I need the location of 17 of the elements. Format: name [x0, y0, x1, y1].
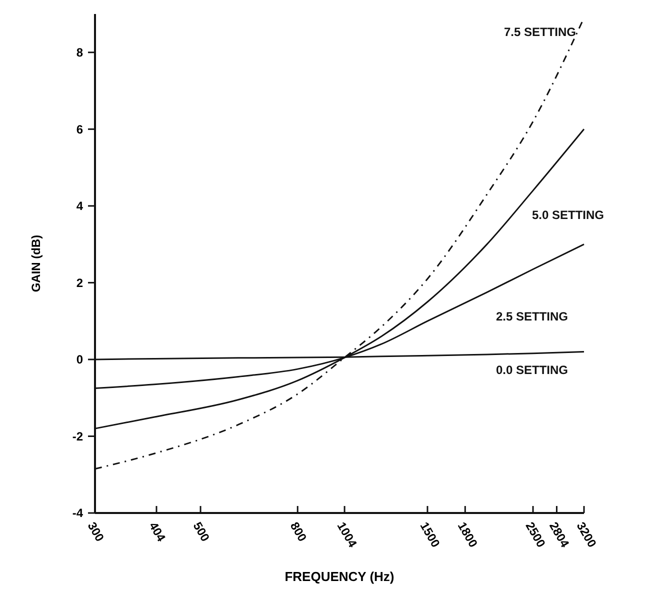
y-tick-label: 0	[76, 352, 84, 367]
y-axis-title: GAIN (dB)	[29, 234, 43, 292]
x-tick-label: 404	[146, 520, 169, 544]
y-tick-label: 6	[76, 122, 84, 136]
x-tick-label: 500	[190, 520, 213, 544]
series-label: 7.5 SETTING	[504, 24, 576, 39]
series-label: 2.5 SETTING	[496, 309, 568, 324]
x-axis-title: FREQUENCY (Hz)	[284, 569, 394, 584]
y-tick-label: 4	[76, 199, 84, 214]
x-tick-label: 300	[84, 520, 108, 544]
y-tick-label: -4	[72, 506, 84, 520]
y-tick-label: -2	[72, 429, 84, 444]
series-label: 5.0 SETTING	[532, 208, 604, 222]
series-label: 0.0 SETTING	[496, 362, 568, 377]
y-tick-label: 8	[76, 46, 84, 60]
x-tick-label: 800	[287, 520, 310, 544]
y-tick-label: 2	[76, 276, 84, 290]
